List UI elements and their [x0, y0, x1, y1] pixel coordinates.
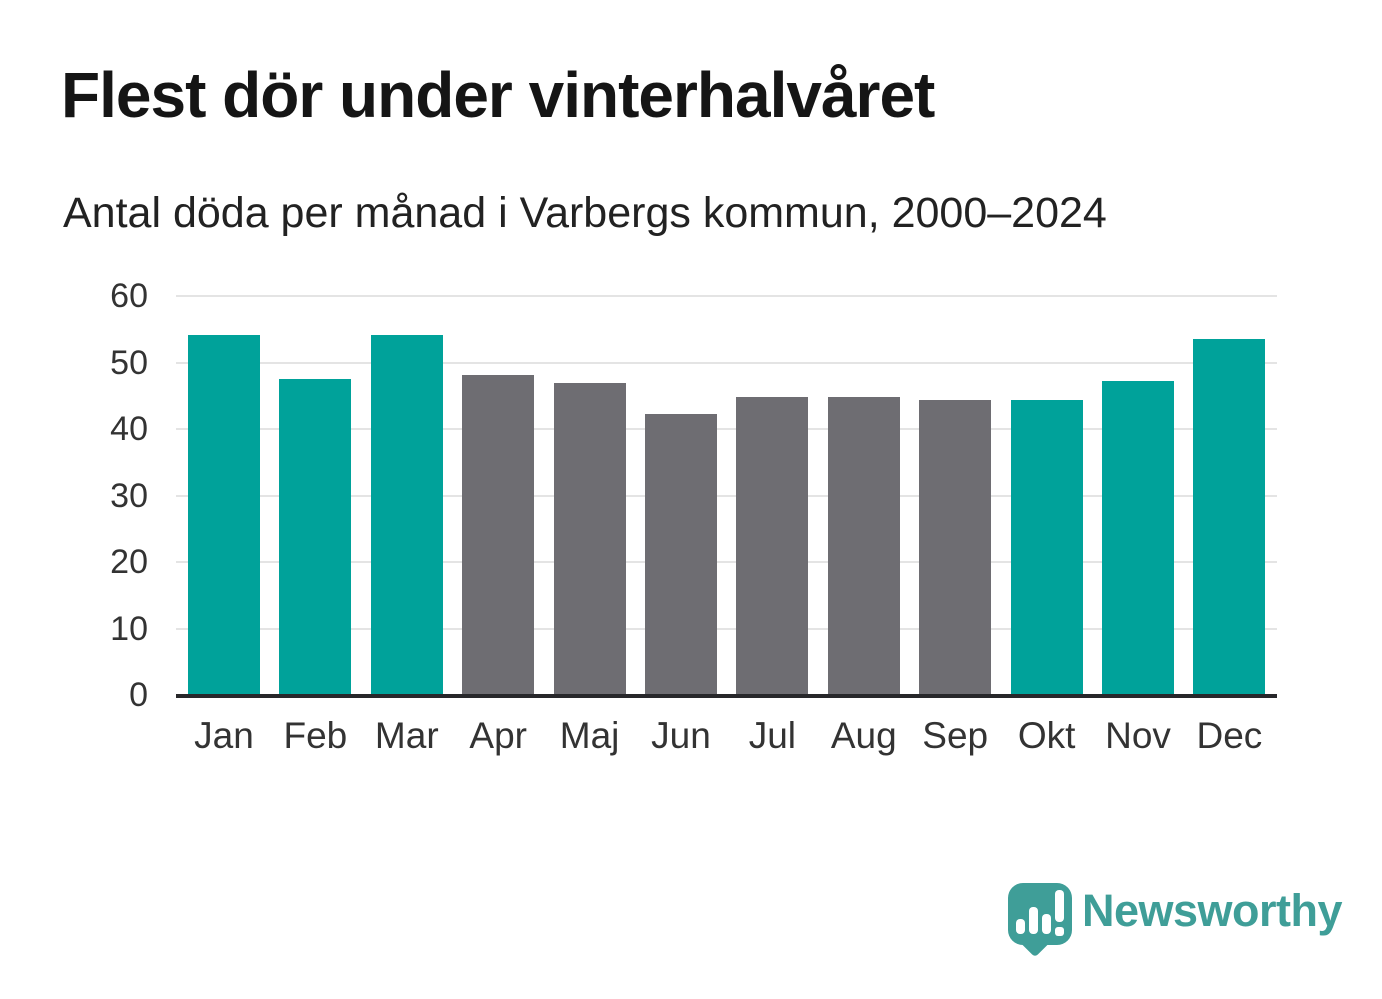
- x-tick-label: Maj: [559, 715, 620, 756]
- chart-title: Flest dör under vinterhalvåret: [61, 59, 935, 131]
- x-tick-label: Jun: [651, 715, 711, 756]
- y-tick-label: 10: [110, 609, 148, 648]
- y-tick-label: 20: [110, 543, 148, 581]
- x-tick-label: Apr: [469, 715, 527, 756]
- plot-area: [176, 295, 1277, 698]
- gridline: [176, 494, 1277, 497]
- y-tick-label: 40: [110, 410, 148, 448]
- logo-exclamation-dot-icon: [1055, 927, 1064, 936]
- x-tick-label: Sep: [922, 715, 989, 756]
- x-tick-label: Feb: [283, 715, 348, 756]
- gridline: [176, 561, 1277, 563]
- bar-aug: [827, 397, 900, 695]
- bar-mar: [370, 334, 443, 695]
- logo-text: Newsworthy: [1082, 885, 1343, 936]
- x-tick-label: Nov: [1105, 715, 1171, 756]
- bar-jan: [188, 335, 260, 695]
- x-tick-label: Aug: [830, 715, 897, 756]
- logo-chart-bar-icon: [1029, 907, 1038, 934]
- bar-apr: [462, 375, 535, 695]
- bar-jul: [736, 397, 809, 695]
- bar-feb: [279, 379, 352, 695]
- chart-subtitle: Antal döda per månad i Varbergs kommun, …: [63, 189, 1107, 237]
- y-tick-label: 50: [110, 343, 148, 382]
- bar-dec: [1193, 339, 1266, 695]
- gridline: [176, 627, 1277, 630]
- y-tick-label: 30: [110, 476, 148, 515]
- x-tick-label: Jan: [194, 715, 254, 756]
- x-axis-labels: Jan Feb Mar Apr Maj Jun Jul Aug Sep Okt Nov Dec: [176, 715, 1277, 776]
- y-axis-labels: 0 10 20 30 40 50 60: [0, 279, 148, 712]
- logo-chart-bar-icon: [1042, 914, 1051, 934]
- gridline: [176, 361, 1277, 364]
- logo-exclamation-icon: [1055, 890, 1064, 922]
- x-tick-label: Jul: [748, 715, 797, 756]
- bar-jun: [645, 413, 717, 695]
- bar-nov: [1102, 381, 1174, 695]
- gridline: [176, 428, 1277, 430]
- y-tick-label: 60: [110, 277, 148, 315]
- bar-maj: [553, 383, 626, 695]
- x-axis-baseline: [176, 694, 1277, 698]
- logo-chart-bar-icon: [1016, 919, 1025, 934]
- y-tick-label: 0: [129, 676, 148, 714]
- gridline: [176, 295, 1277, 297]
- bar-sep: [919, 399, 992, 695]
- bar-okt: [1010, 399, 1083, 695]
- x-tick-label: Mar: [374, 715, 439, 756]
- x-tick-label: Okt: [1017, 715, 1076, 756]
- x-tick-label: Dec: [1196, 715, 1263, 756]
